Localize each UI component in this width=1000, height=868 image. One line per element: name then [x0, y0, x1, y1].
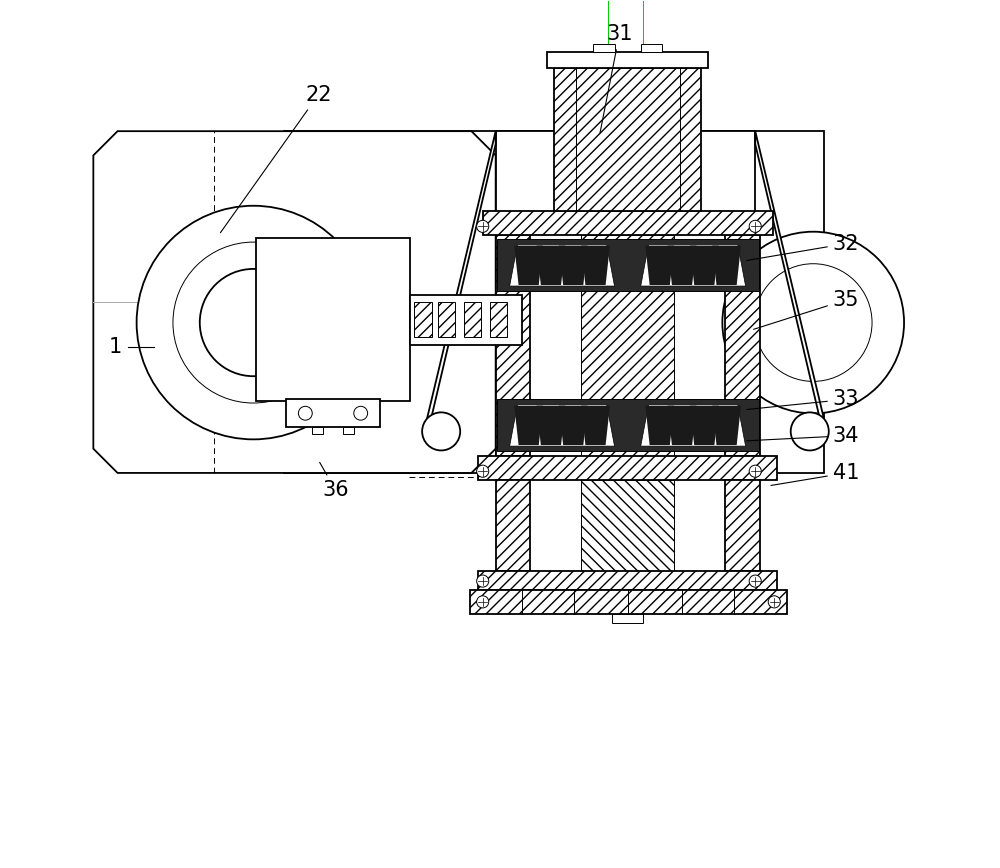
Circle shape: [173, 242, 334, 403]
Bar: [725, 480, 760, 570]
Bar: [496, 131, 755, 473]
Circle shape: [137, 206, 370, 439]
Polygon shape: [514, 405, 543, 445]
Text: 35: 35: [754, 290, 859, 329]
Bar: [478, 570, 777, 589]
Polygon shape: [514, 246, 543, 285]
Bar: [438, 302, 455, 338]
Polygon shape: [641, 245, 746, 286]
Circle shape: [298, 406, 312, 420]
Circle shape: [749, 465, 761, 477]
Bar: [286, 399, 380, 427]
Polygon shape: [93, 131, 496, 473]
Polygon shape: [712, 246, 741, 285]
Circle shape: [754, 264, 872, 381]
Bar: [490, 302, 507, 338]
Bar: [496, 235, 530, 456]
Bar: [547, 52, 708, 68]
Bar: [464, 302, 481, 338]
Polygon shape: [645, 246, 674, 285]
Circle shape: [200, 269, 307, 376]
Bar: [496, 480, 530, 570]
Bar: [497, 399, 759, 451]
Polygon shape: [690, 246, 719, 285]
Bar: [725, 235, 760, 456]
Circle shape: [477, 465, 489, 477]
Circle shape: [768, 595, 780, 608]
Bar: [593, 43, 615, 52]
Polygon shape: [581, 405, 610, 445]
Circle shape: [422, 412, 460, 450]
Text: 34: 34: [747, 425, 859, 446]
Bar: [256, 239, 410, 401]
Polygon shape: [537, 246, 565, 285]
Bar: [497, 240, 759, 292]
Polygon shape: [581, 246, 610, 285]
Bar: [414, 302, 432, 338]
Polygon shape: [641, 404, 746, 446]
Circle shape: [749, 220, 761, 233]
Text: 32: 32: [747, 233, 859, 260]
Bar: [581, 235, 674, 456]
Polygon shape: [755, 131, 824, 438]
Bar: [312, 427, 323, 434]
Circle shape: [749, 575, 761, 587]
Circle shape: [477, 575, 489, 587]
Polygon shape: [510, 245, 615, 286]
Polygon shape: [510, 404, 615, 446]
Bar: [612, 614, 643, 622]
Bar: [343, 427, 354, 434]
Bar: [581, 480, 674, 570]
Circle shape: [477, 595, 489, 608]
Polygon shape: [559, 246, 588, 285]
Text: 31: 31: [600, 24, 633, 133]
Text: 36: 36: [320, 463, 349, 500]
Polygon shape: [668, 246, 696, 285]
Circle shape: [791, 412, 829, 450]
Text: 41: 41: [771, 463, 859, 485]
Text: 22: 22: [220, 85, 332, 233]
Bar: [410, 295, 522, 345]
Bar: [641, 43, 662, 52]
Bar: [478, 456, 777, 480]
Polygon shape: [645, 405, 674, 445]
Polygon shape: [559, 405, 588, 445]
Polygon shape: [537, 405, 565, 445]
Bar: [470, 589, 787, 614]
Circle shape: [722, 232, 904, 413]
Text: 33: 33: [747, 390, 859, 410]
Polygon shape: [426, 131, 496, 438]
Circle shape: [354, 406, 368, 420]
Polygon shape: [668, 405, 696, 445]
Polygon shape: [690, 405, 719, 445]
Text: 1: 1: [108, 338, 122, 358]
Polygon shape: [712, 405, 741, 445]
Bar: [483, 211, 773, 235]
Circle shape: [477, 220, 489, 233]
Bar: [284, 131, 824, 473]
Bar: [554, 68, 701, 211]
